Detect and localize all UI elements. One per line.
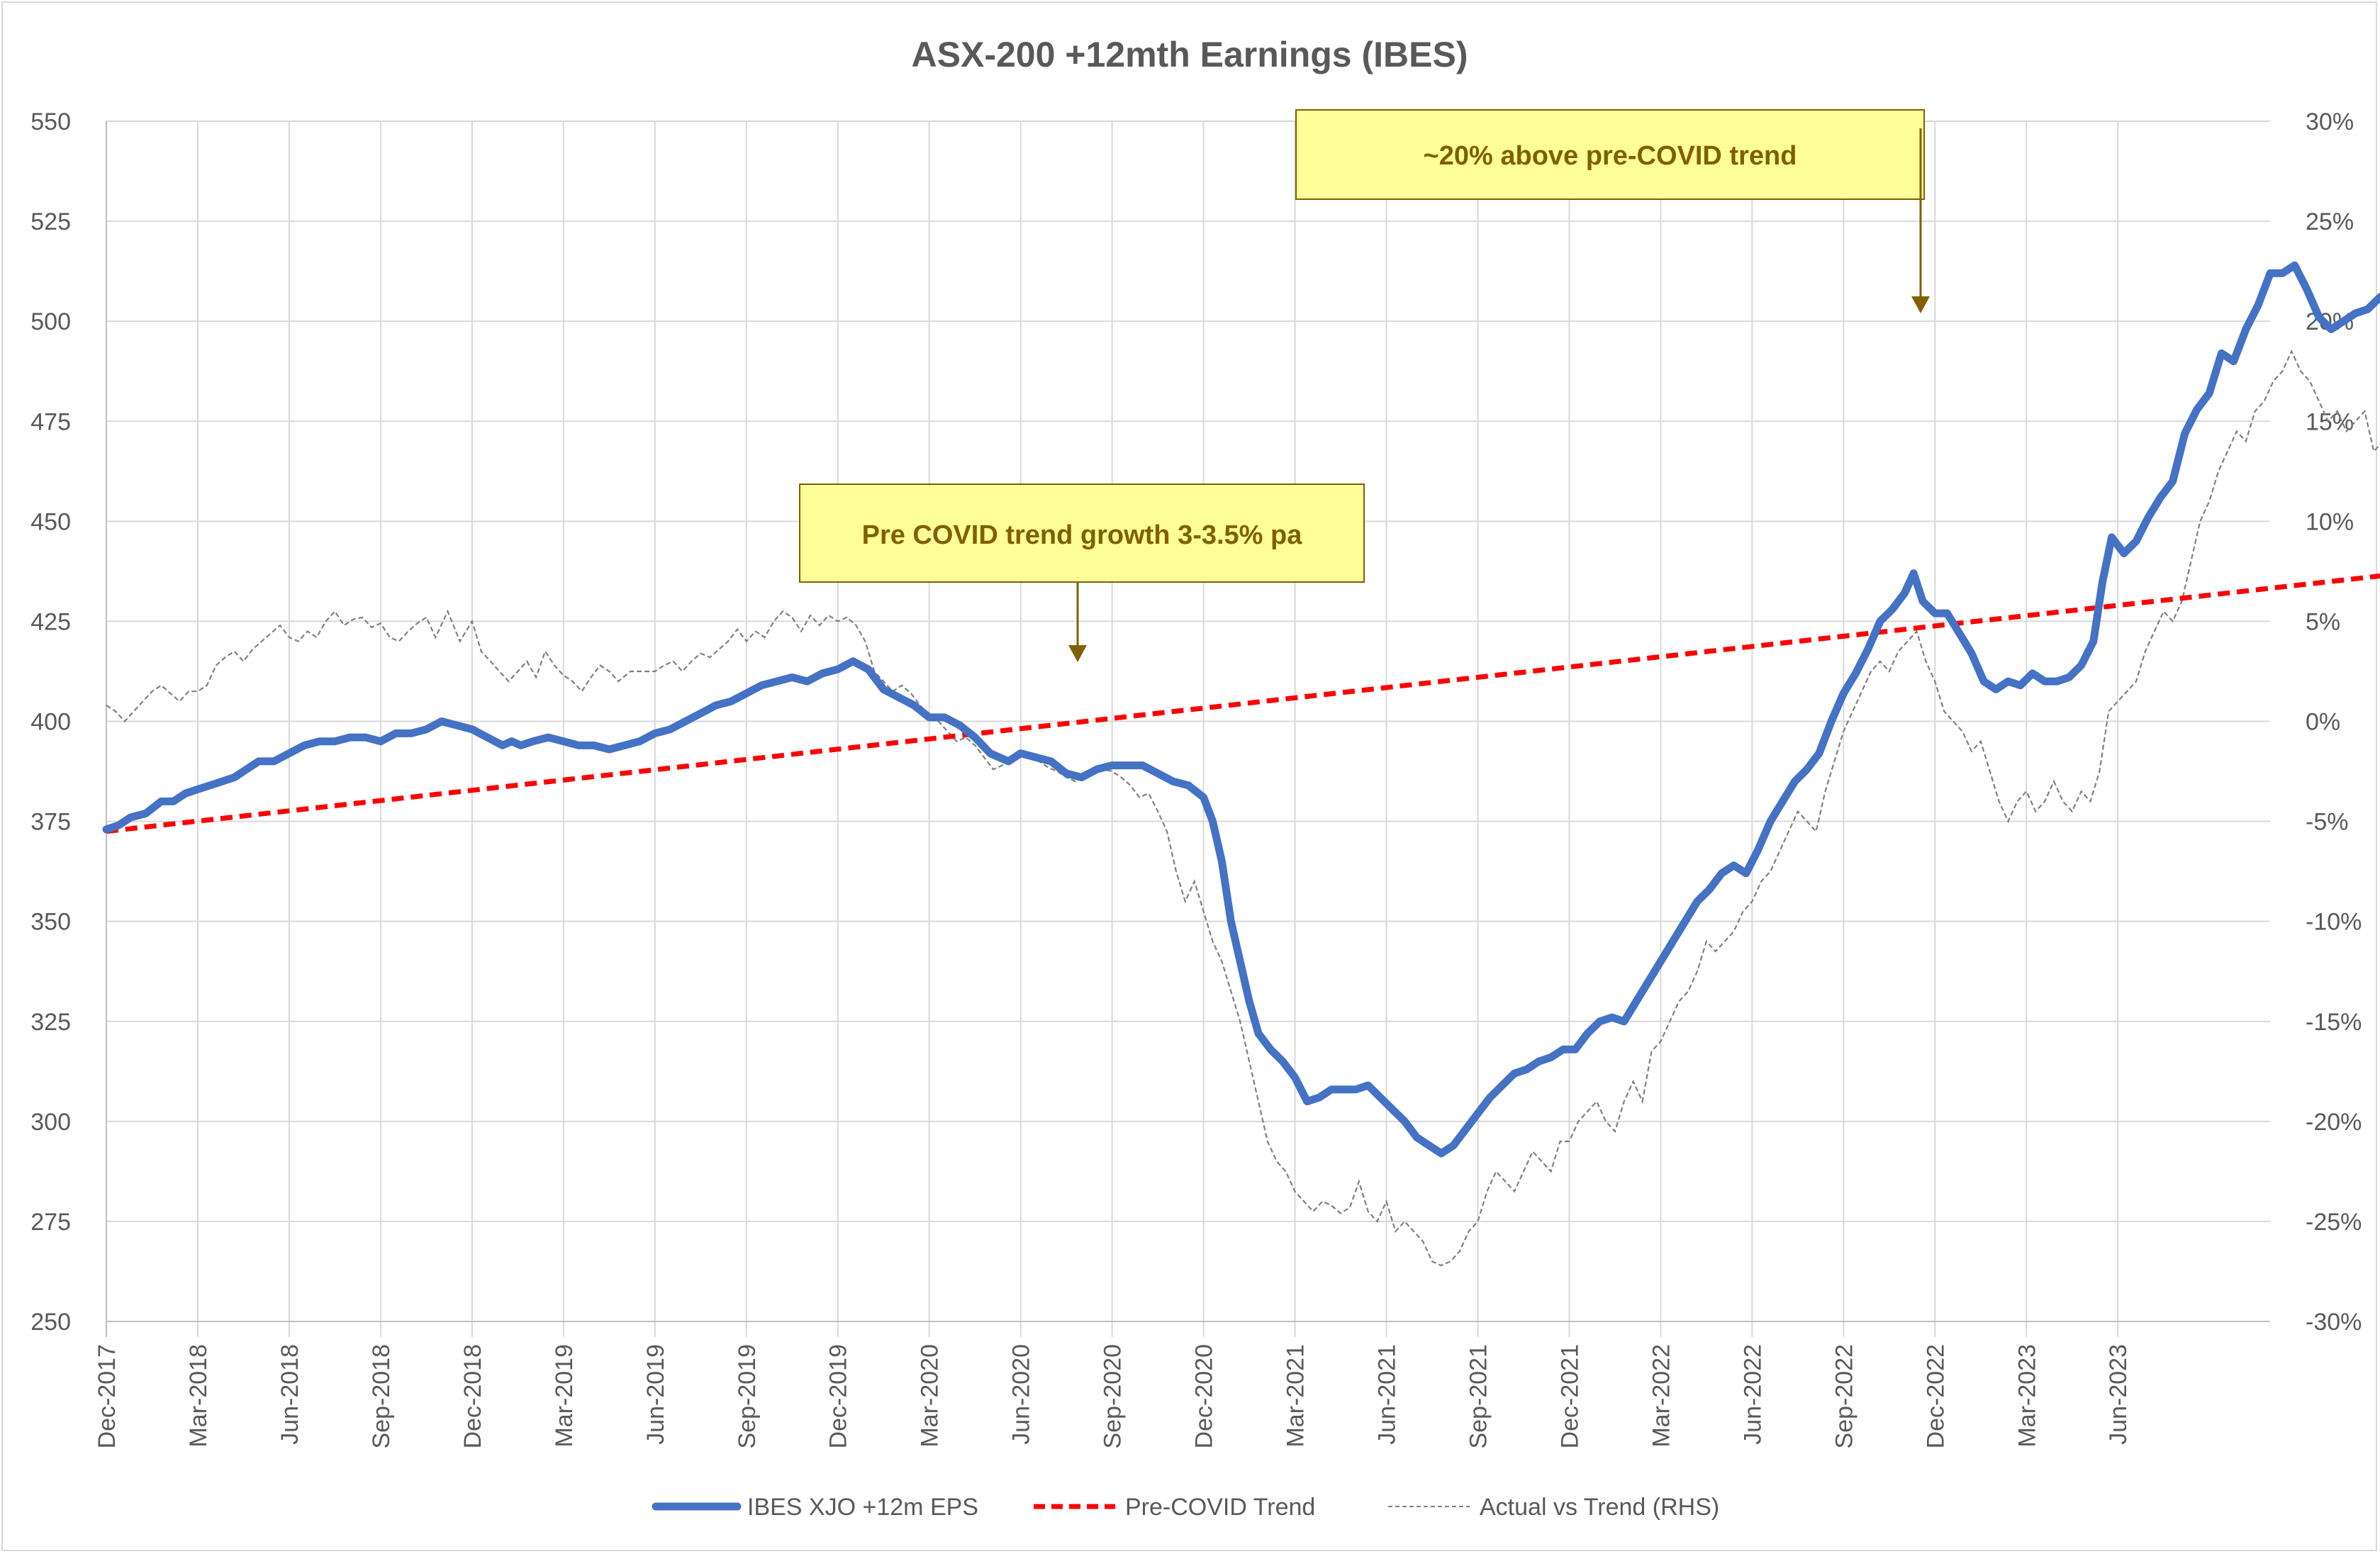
- x-tick-label: Mar-2019: [551, 1344, 578, 1448]
- x-tick-label: Jun-2020: [1008, 1344, 1035, 1445]
- annotation-trend-box: [799, 483, 1365, 583]
- y-left-tick-label: 275: [30, 1209, 71, 1236]
- legend-label-trend: Pre-COVID Trend: [1125, 1494, 1315, 1521]
- y-right-tick-label: -10%: [2306, 909, 2362, 936]
- x-tick-label: Sep-2018: [368, 1344, 395, 1448]
- series-actual-vs-trend: [106, 349, 2380, 1267]
- y-left-tick-label: 550: [30, 108, 71, 135]
- annotation-trend-text: Pre COVID trend growth 3-3.5% pa: [862, 520, 1303, 550]
- x-tick-label: Jun-2023: [2105, 1344, 2132, 1445]
- y-left-tick-label: 250: [30, 1309, 71, 1336]
- legend-label-actual: Actual vs Trend (RHS): [1480, 1494, 1719, 1521]
- y-left-tick-label: 400: [30, 709, 71, 736]
- y-right-tick-label: -20%: [2306, 1109, 2362, 1136]
- x-tick-label: Dec-2021: [1556, 1344, 1583, 1448]
- y-right-tick-label: 0%: [2306, 709, 2340, 736]
- x-tick-label: Dec-2017: [94, 1344, 121, 1448]
- annotation-20pct-arrowhead: [1911, 296, 1930, 313]
- y-left-tick-label: 350: [30, 909, 71, 936]
- y-left-tick-label: 375: [30, 809, 71, 836]
- x-tick-label: Sep-2021: [1465, 1344, 1492, 1448]
- x-tick-label: Jun-2022: [1739, 1344, 1766, 1445]
- x-tick-label: Mar-2022: [1648, 1344, 1675, 1448]
- annotation-20pct-box: [1295, 109, 1925, 200]
- x-tick-label: Jun-2018: [276, 1344, 303, 1445]
- gridlines: [106, 121, 2270, 1337]
- y-right-tick-label: 10%: [2306, 508, 2354, 535]
- x-tick-label: Dec-2018: [459, 1344, 486, 1448]
- x-tick-label: Sep-2020: [1100, 1344, 1127, 1448]
- y-right-tick-label: -30%: [2306, 1309, 2362, 1336]
- annotation-20pct-text: ~20% above pre-COVID trend: [1424, 141, 1797, 171]
- y-left-tick-label: 425: [30, 608, 71, 635]
- right-axis-ticks: 30%25%20%15%10%5%0%-5%-10%-15%-20%-25%-3…: [2306, 108, 2362, 1336]
- x-tick-label: Mar-2023: [2013, 1344, 2040, 1448]
- x-tick-label: Dec-2022: [1922, 1344, 1949, 1448]
- y-left-tick-label: 525: [30, 208, 71, 235]
- y-right-tick-label: 25%: [2306, 208, 2354, 235]
- series-ibes-eps: [102, 261, 2380, 1158]
- annotation-trend: Pre COVID trend growth 3-3.5% pa: [799, 483, 1365, 662]
- series-lines: [102, 261, 2380, 1267]
- legend: IBES XJO +12m EPS Pre-COVID Trend Actual…: [652, 1494, 1719, 1521]
- y-right-tick-label: 5%: [2306, 608, 2340, 635]
- legend-label-eps: IBES XJO +12m EPS: [747, 1494, 978, 1521]
- y-right-tick-label: -25%: [2306, 1209, 2362, 1236]
- x-tick-label: Mar-2021: [1283, 1344, 1309, 1448]
- x-axis-ticks: Dec-2017 Mar-2018 Jun-2018 Sep-2018 Dec-2018…: [94, 1344, 2132, 1448]
- y-left-tick-label: 475: [30, 408, 71, 435]
- y-left-tick-label: 300: [30, 1109, 71, 1136]
- x-tick-label: Sep-2022: [1831, 1344, 1857, 1448]
- x-tick-label: Jun-2021: [1374, 1344, 1401, 1445]
- x-tick-label: Mar-2018: [185, 1344, 212, 1448]
- left-axis-ticks: 550 525 500 475 450 425 400 375 350 325 300 275 250: [30, 108, 71, 1336]
- annotation-20pct: ~20% above pre-COVID trend: [1295, 109, 1930, 313]
- chart-title: ASX-200 +12mth Earnings (IBES): [912, 35, 1468, 74]
- x-tick-label: Dec-2019: [825, 1344, 852, 1448]
- y-left-tick-label: 500: [30, 308, 71, 335]
- x-tick-label: Sep-2019: [734, 1344, 761, 1448]
- y-right-tick-label: 30%: [2306, 108, 2354, 135]
- x-tick-label: Mar-2020: [917, 1344, 944, 1448]
- annotation-trend-arrowhead: [1068, 645, 1087, 662]
- y-right-tick-label: -15%: [2306, 1009, 2362, 1036]
- y-left-tick-label: 450: [30, 508, 71, 535]
- y-left-tick-label: 325: [30, 1009, 71, 1036]
- x-tick-label: Dec-2020: [1191, 1344, 1218, 1448]
- y-right-tick-label: -5%: [2306, 809, 2348, 836]
- x-tick-label: Jun-2019: [642, 1344, 669, 1445]
